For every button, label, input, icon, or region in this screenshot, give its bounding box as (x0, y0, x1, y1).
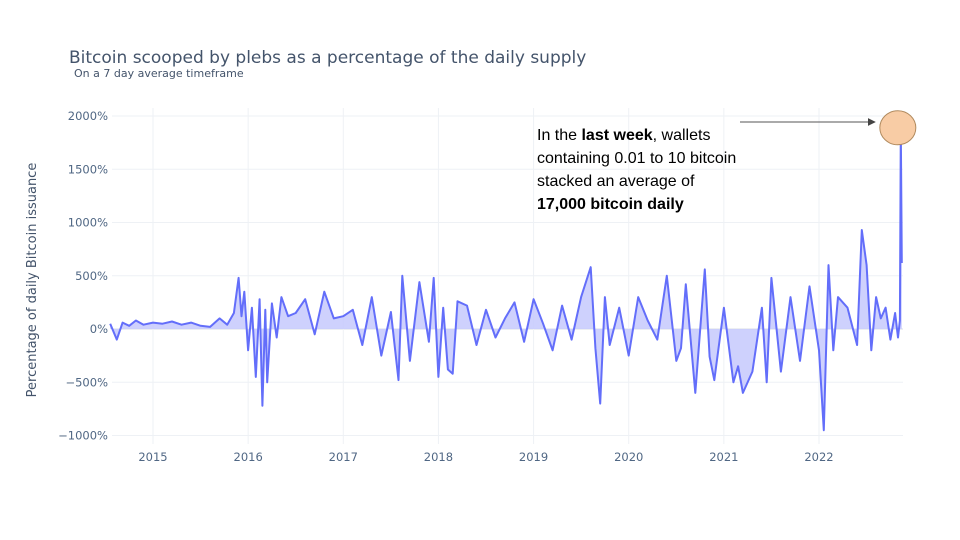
annotation-emphasis-last-week: last week (581, 127, 653, 144)
peak-marker-layer (740, 110, 917, 146)
y-tick-label: 500% (75, 269, 108, 283)
x-tick-label: 2018 (424, 450, 453, 464)
annotation-line-1: In the last week, wallets (537, 127, 711, 144)
y-tick-labels: 2000% 1500% 1000% 500% 0% −500% −1000% (58, 109, 108, 443)
series-area (109, 127, 903, 432)
annotation-line-2: containing 0.01 to 10 bitcoin (537, 150, 737, 167)
chart-subtitle: On a 7 day average timeframe (74, 67, 244, 80)
y-tick-label: 1000% (68, 216, 108, 230)
x-tick-label: 2022 (804, 450, 833, 464)
y-tick-label: −1000% (58, 429, 108, 443)
x-tick-label: 2019 (519, 450, 548, 464)
chart-title: Bitcoin scooped by plebs as a percentage… (69, 48, 586, 68)
x-tick-label: 2016 (234, 450, 263, 464)
annotation-callout: In the last week, wallets containing 0.0… (537, 124, 797, 216)
annotation-line-3: stacked an average of (537, 173, 695, 190)
y-tick-label: 2000% (68, 109, 108, 123)
y-axis-label: Percentage of daily Bitcoin issuance (25, 163, 40, 398)
y-tick-label: 0% (90, 322, 108, 336)
y-tick-label: −500% (65, 375, 108, 389)
annotation-emphasis-amount: 17,000 bitcoin daily (537, 196, 684, 213)
y-tick-label: 1500% (68, 162, 108, 176)
x-tick-labels: 2015 2016 2017 2018 2019 2020 2021 2022 (138, 450, 833, 464)
x-tick-label: 2020 (614, 450, 643, 464)
peak-marker-circle (879, 110, 917, 146)
x-tick-label: 2017 (329, 450, 358, 464)
x-tick-label: 2021 (709, 450, 738, 464)
annotation-line-4: 17,000 bitcoin daily (537, 193, 797, 216)
series-line (109, 127, 903, 432)
x-tick-label: 2015 (138, 450, 167, 464)
